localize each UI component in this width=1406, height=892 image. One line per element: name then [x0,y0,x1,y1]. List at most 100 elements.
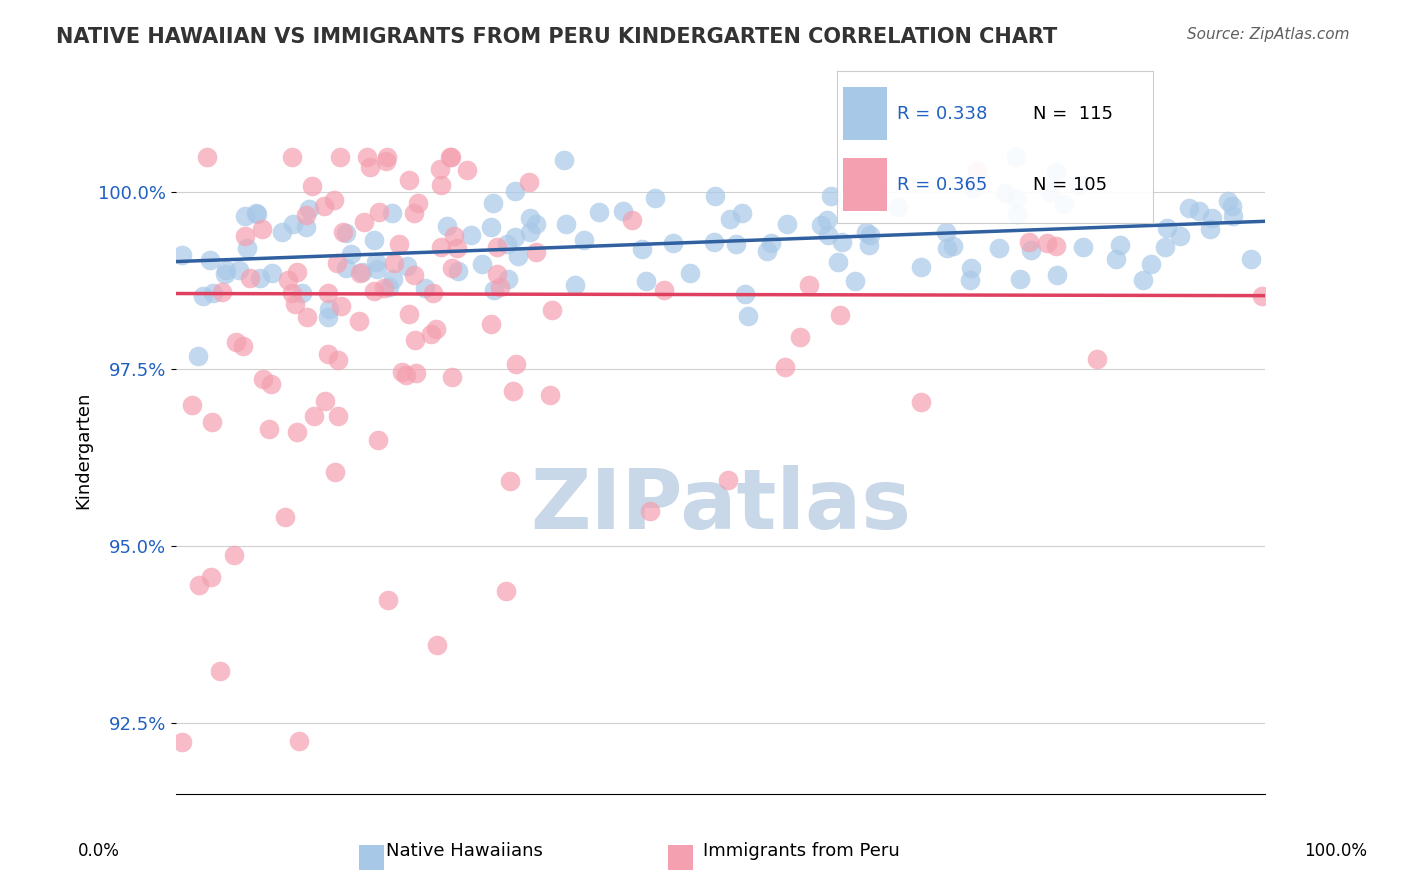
Native Hawaiians [519,225,541,239]
Native Hawaiians [350,265,373,279]
Native Hawaiians [340,247,363,261]
Immigrants from Peru [425,322,447,336]
Immigrants from Peru [402,268,425,282]
Immigrants from Peru [314,393,336,408]
Native Hawaiians [193,289,215,303]
Native Hawaiians [187,349,209,363]
Native Hawaiians [364,255,387,269]
Immigrants from Peru [502,384,524,399]
Text: 0.0%: 0.0% [77,842,120,860]
Immigrants from Peru [485,240,508,254]
Immigrants from Peru [347,314,370,328]
Native Hawaiians [1139,256,1161,270]
Immigrants from Peru [201,415,224,429]
Native Hawaiians [817,228,839,243]
Immigrants from Peru [652,284,675,298]
Immigrants from Peru [349,266,371,280]
Immigrants from Peru [398,173,420,187]
Native Hawaiians [776,217,799,231]
Immigrants from Peru [330,299,353,313]
Native Hawaiians [636,274,658,288]
Native Hawaiians [262,267,284,281]
Immigrants from Peru [828,308,851,322]
Immigrants from Peru [257,422,280,436]
Immigrants from Peru [638,504,661,518]
Native Hawaiians [335,227,357,241]
Immigrants from Peru [367,434,389,448]
Immigrants from Peru [170,734,193,748]
Native Hawaiians [859,228,882,243]
Native Hawaiians [335,261,357,276]
Native Hawaiians [245,206,267,220]
Native Hawaiians [524,217,547,231]
Native Hawaiians [1188,203,1211,218]
Immigrants from Peru [398,307,420,321]
Native Hawaiians [612,204,634,219]
Immigrants from Peru [208,664,231,678]
Immigrants from Peru [274,510,297,524]
Native Hawaiians [737,309,759,323]
Immigrants from Peru [197,150,219,164]
Text: R = 0.338: R = 0.338 [897,105,987,123]
Immigrants from Peru [356,150,378,164]
Native Hawaiians [935,225,957,239]
Native Hawaiians [1201,211,1223,225]
Native Hawaiians [481,220,503,235]
Native Hawaiians [942,239,965,253]
Immigrants from Peru [420,326,443,341]
Native Hawaiians [810,218,832,232]
Native Hawaiians [886,200,908,214]
Native Hawaiians [1053,197,1076,211]
Immigrants from Peru [966,164,988,178]
Text: Native Hawaiians: Native Hawaiians [385,842,543,860]
Native Hawaiians [170,247,193,261]
Native Hawaiians [959,260,981,275]
Native Hawaiians [378,280,401,294]
Native Hawaiians [471,257,494,271]
Native Hawaiians [1222,209,1244,223]
Native Hawaiians [988,241,1011,255]
Immigrants from Peru [326,256,349,270]
Immigrants from Peru [252,222,274,236]
Native Hawaiians [366,262,388,277]
Native Hawaiians [233,209,256,223]
Native Hawaiians [381,205,404,219]
Native Hawaiians [661,235,683,250]
Native Hawaiians [482,284,505,298]
Immigrants from Peru [375,154,398,169]
Native Hawaiians [1168,228,1191,243]
Immigrants from Peru [910,395,932,409]
FancyBboxPatch shape [844,158,887,211]
Native Hawaiians [1067,178,1090,193]
Native Hawaiians [519,211,541,225]
Immigrants from Peru [443,229,465,244]
Immigrants from Peru [429,161,451,176]
Native Hawaiians [1045,165,1067,179]
Native Hawaiians [508,249,530,263]
Text: N = 105: N = 105 [1032,176,1107,194]
Native Hawaiians [679,267,702,281]
Immigrants from Peru [285,425,308,440]
Text: Source: ZipAtlas.com: Source: ZipAtlas.com [1187,27,1350,42]
Immigrants from Peru [225,335,247,350]
Native Hawaiians [704,189,727,203]
Native Hawaiians [831,235,853,249]
Immigrants from Peru [430,178,453,192]
Immigrants from Peru [773,359,796,374]
Native Hawaiians [214,267,236,281]
Immigrants from Peru [799,277,821,292]
Native Hawaiians [1178,201,1201,215]
Immigrants from Peru [1085,352,1108,367]
Immigrants from Peru [224,548,246,562]
Immigrants from Peru [422,286,444,301]
Immigrants from Peru [498,475,520,489]
Text: 100.0%: 100.0% [1305,842,1367,860]
Native Hawaiians [413,280,436,294]
Immigrants from Peru [235,229,257,244]
Native Hawaiians [756,244,779,258]
Immigrants from Peru [377,593,399,607]
Native Hawaiians [994,186,1017,200]
Native Hawaiians [235,242,257,256]
Native Hawaiians [1220,198,1243,212]
Native Hawaiians [271,225,294,239]
